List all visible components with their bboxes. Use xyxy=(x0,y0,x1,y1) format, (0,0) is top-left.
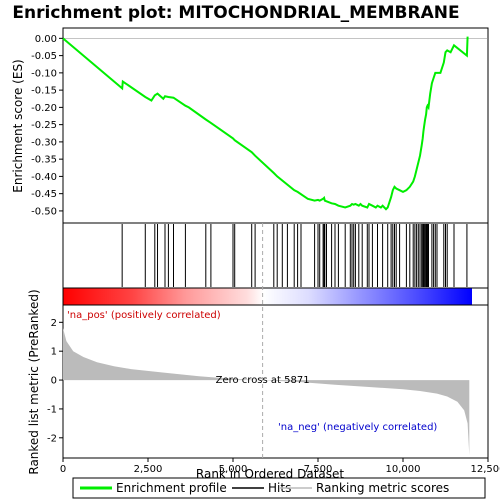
x-tick-label: 10,000 xyxy=(386,464,421,475)
es-y-tick-label: 0.00 xyxy=(35,34,57,45)
metric-y-tick-label: 2 xyxy=(51,318,57,329)
metric-y-tick-label: 1 xyxy=(51,347,57,358)
metric-y-tick-label: 0 xyxy=(51,376,57,387)
es-y-tick-label: -0.50 xyxy=(31,206,57,217)
hits-lines xyxy=(122,224,467,287)
es-y-tick-label: -0.25 xyxy=(31,120,57,131)
neg-correlated-label: 'na_neg' (negatively correlated) xyxy=(278,422,437,433)
es-y-tick-label: -0.30 xyxy=(31,137,57,148)
x-tick-label: 0 xyxy=(60,464,66,475)
es-y-tick-label: -0.45 xyxy=(31,189,57,200)
es-y-tick-label: -0.35 xyxy=(31,155,57,166)
metric-y-tick-label: -2 xyxy=(47,433,57,444)
es-panel: 0.00 -0.05 -0.10 -0.15 -0.20 -0.25 -0.30 -0.35 -… xyxy=(11,28,488,223)
metric-y-ticks: 2 1 0 -1 -2 xyxy=(47,318,63,444)
metric-y-tick-label: -1 xyxy=(47,404,57,415)
legend: Enrichment profile Hits Ranking metric s… xyxy=(73,478,485,498)
rank-color-bar xyxy=(63,288,488,305)
rank-gradient-bar xyxy=(63,288,472,305)
es-y-tick-label: -0.10 xyxy=(31,68,57,79)
x-tick-label: 2,500 xyxy=(134,464,163,475)
legend-label-profile: Enrichment profile xyxy=(116,481,227,495)
es-y-tick-label: -0.40 xyxy=(31,172,57,183)
es-y-tick-label: -0.05 xyxy=(31,51,57,62)
es-y-tick-label: -0.15 xyxy=(31,86,57,97)
hits-panel xyxy=(63,223,488,288)
metric-y-axis-label: Ranked list metric (PreRanked) xyxy=(27,289,41,474)
chart-title: Enrichment plot: MITOCHONDRIAL_MEMBRANE xyxy=(12,3,459,23)
zero-cross-label: Zero cross at 5871 xyxy=(216,375,310,386)
pos-correlated-label: 'na_pos' (positively correlated) xyxy=(67,310,221,321)
es-y-tick-label: -0.20 xyxy=(31,103,57,114)
es-y-axis-label: Enrichment score (ES) xyxy=(11,59,25,192)
x-tick-label: 12,500 xyxy=(471,464,500,475)
legend-label-metric: Ranking metric scores xyxy=(316,481,449,495)
